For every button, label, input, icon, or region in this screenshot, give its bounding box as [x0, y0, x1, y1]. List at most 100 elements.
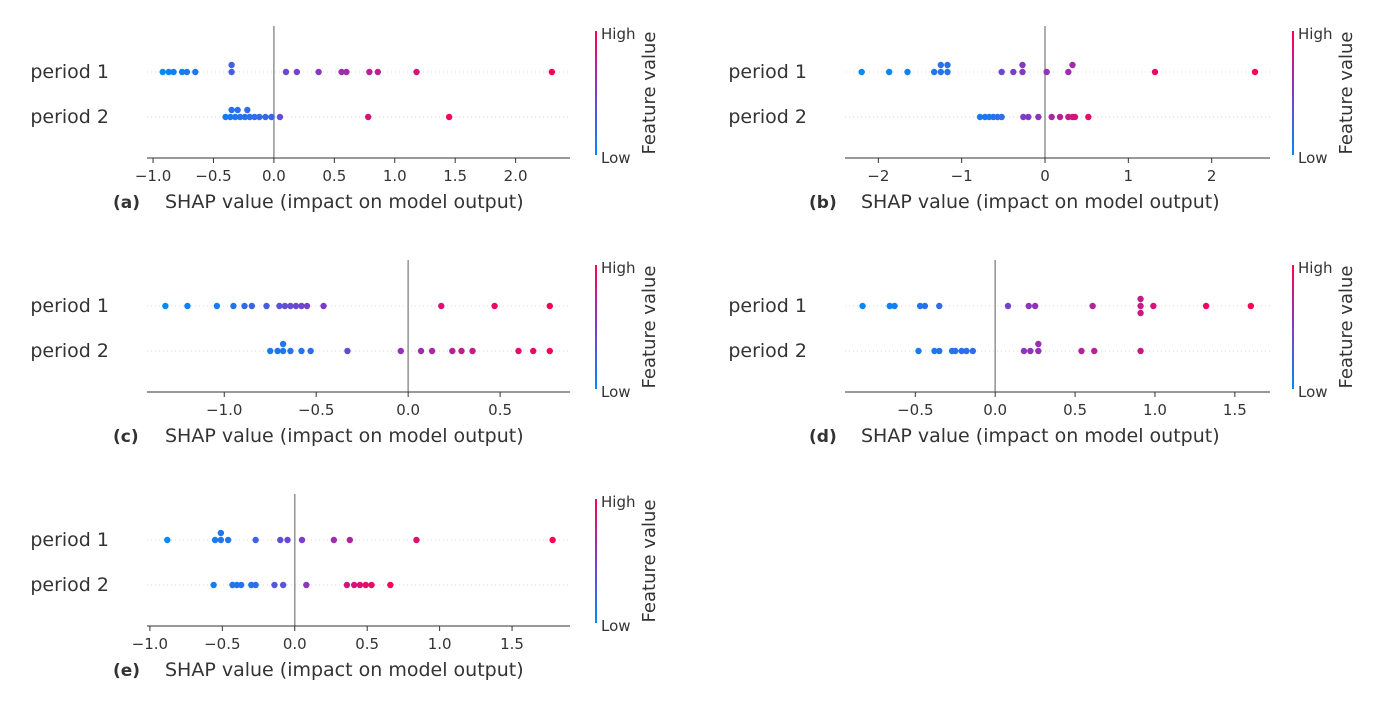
shap-point	[413, 68, 420, 76]
x-tick-label: 0.0	[262, 167, 286, 185]
shap-point	[282, 68, 290, 76]
shap-point	[548, 68, 556, 76]
shap-point	[192, 68, 199, 76]
shap-point	[1091, 347, 1098, 355]
shap-point	[244, 106, 251, 114]
shap-point	[1085, 113, 1092, 121]
colorbar-high-label: High	[1298, 259, 1332, 277]
shap-point	[315, 68, 322, 76]
shap-point	[237, 581, 245, 589]
shap-point	[1035, 113, 1042, 121]
shap-point	[449, 347, 456, 355]
shap-point	[1020, 347, 1028, 355]
shap-point	[1071, 113, 1079, 121]
shap-point	[387, 581, 394, 589]
shap-point	[224, 536, 232, 544]
colorbar	[595, 499, 597, 623]
shap-point	[438, 302, 445, 310]
shap-point	[366, 68, 373, 76]
shap-point	[998, 68, 1005, 76]
x-tick-label: 1.5	[500, 635, 524, 653]
shap-point	[944, 68, 951, 76]
shap-point	[1137, 302, 1144, 310]
x-axis-title: SHAP value (impact on model output)	[861, 425, 1220, 447]
shap-point	[164, 536, 171, 544]
x-tick-label: 0.5	[355, 635, 379, 653]
x-tick-label: −0.5	[204, 635, 240, 653]
x-tick-label: 1.0	[1143, 401, 1167, 419]
shap-point	[228, 68, 235, 76]
shap-point	[262, 113, 269, 121]
shap-point	[1004, 302, 1012, 310]
shap-point	[234, 106, 241, 114]
x-axis-title: SHAP value (impact on model output)	[165, 659, 524, 681]
shap-point	[232, 113, 239, 121]
shap-point	[1151, 68, 1159, 76]
colorbar	[595, 265, 597, 389]
x-tick-label: 0.0	[396, 401, 420, 419]
colorbar-low-label: Low	[1298, 383, 1328, 401]
x-tick-label: −1.0	[135, 167, 171, 185]
x-tick-label: −0.5	[195, 167, 231, 185]
shap-point	[276, 302, 283, 310]
colorbar-title: Feature value	[639, 32, 660, 155]
colorbar-low-label: Low	[601, 617, 631, 635]
x-tick-label: −1.0	[206, 401, 242, 419]
shap-point	[1020, 113, 1027, 121]
shap-point	[279, 347, 287, 355]
shap-point	[1137, 347, 1144, 355]
shap-point	[1069, 61, 1076, 69]
panel-label: (e)	[113, 661, 140, 681]
shap-point	[469, 347, 476, 355]
shap-point	[292, 302, 300, 310]
feature-label: period 1	[728, 295, 807, 317]
shap-point	[1035, 347, 1042, 355]
shap-point	[298, 302, 305, 310]
x-tick-label: 2	[1207, 167, 1217, 185]
shap-point	[1137, 295, 1144, 303]
shap-point	[170, 68, 177, 76]
x-tick-label: 1.0	[383, 167, 407, 185]
shap-point	[344, 347, 351, 355]
shap-point	[931, 347, 938, 355]
x-axis-title: SHAP value (impact on model output)	[165, 191, 524, 213]
shap-point	[1025, 113, 1032, 121]
shap-panel: −1.0 −0.5 0.0 0.5 1.0 1.5 2.0 period 1 period 2 S…	[30, 25, 660, 213]
shap-point	[330, 536, 338, 544]
shap-point	[1019, 68, 1026, 76]
shap-point	[549, 536, 556, 544]
panel-label: (c)	[113, 427, 139, 447]
colorbar-title: Feature value	[1336, 32, 1357, 155]
shap-point	[1027, 347, 1034, 355]
shap-point	[364, 113, 372, 121]
shap-point	[256, 113, 263, 121]
shap-point	[178, 68, 186, 76]
x-tick-label: −2	[867, 167, 889, 185]
shap-point	[298, 536, 306, 544]
colorbar-title: Feature value	[639, 266, 660, 389]
shap-point	[293, 68, 301, 76]
shap-point	[944, 61, 951, 69]
shap-point	[284, 536, 291, 544]
shap-point	[211, 536, 219, 544]
x-axis-title: SHAP value (impact on model output)	[165, 425, 524, 447]
shap-point	[963, 347, 970, 355]
x-tick-label: 0.0	[283, 635, 307, 653]
shap-point	[428, 347, 436, 355]
feature-label: period 1	[30, 295, 109, 317]
shap-point	[346, 536, 354, 544]
x-tick-label: 1.0	[428, 635, 452, 653]
shap-point	[217, 536, 225, 544]
colorbar	[1292, 265, 1294, 389]
shap-point	[184, 302, 191, 310]
shap-panel: −1.0 −0.5 0.0 0.5 period 1 period 2 SHAP value…	[30, 259, 660, 447]
feature-label: period 2	[30, 340, 109, 362]
shap-point	[276, 113, 284, 121]
x-tick-label: −0.5	[298, 401, 334, 419]
shap-point	[236, 113, 244, 121]
shap-point	[1048, 113, 1055, 121]
colorbar-high-label: High	[601, 259, 635, 277]
shap-point	[936, 302, 943, 310]
shap-point	[227, 113, 234, 121]
